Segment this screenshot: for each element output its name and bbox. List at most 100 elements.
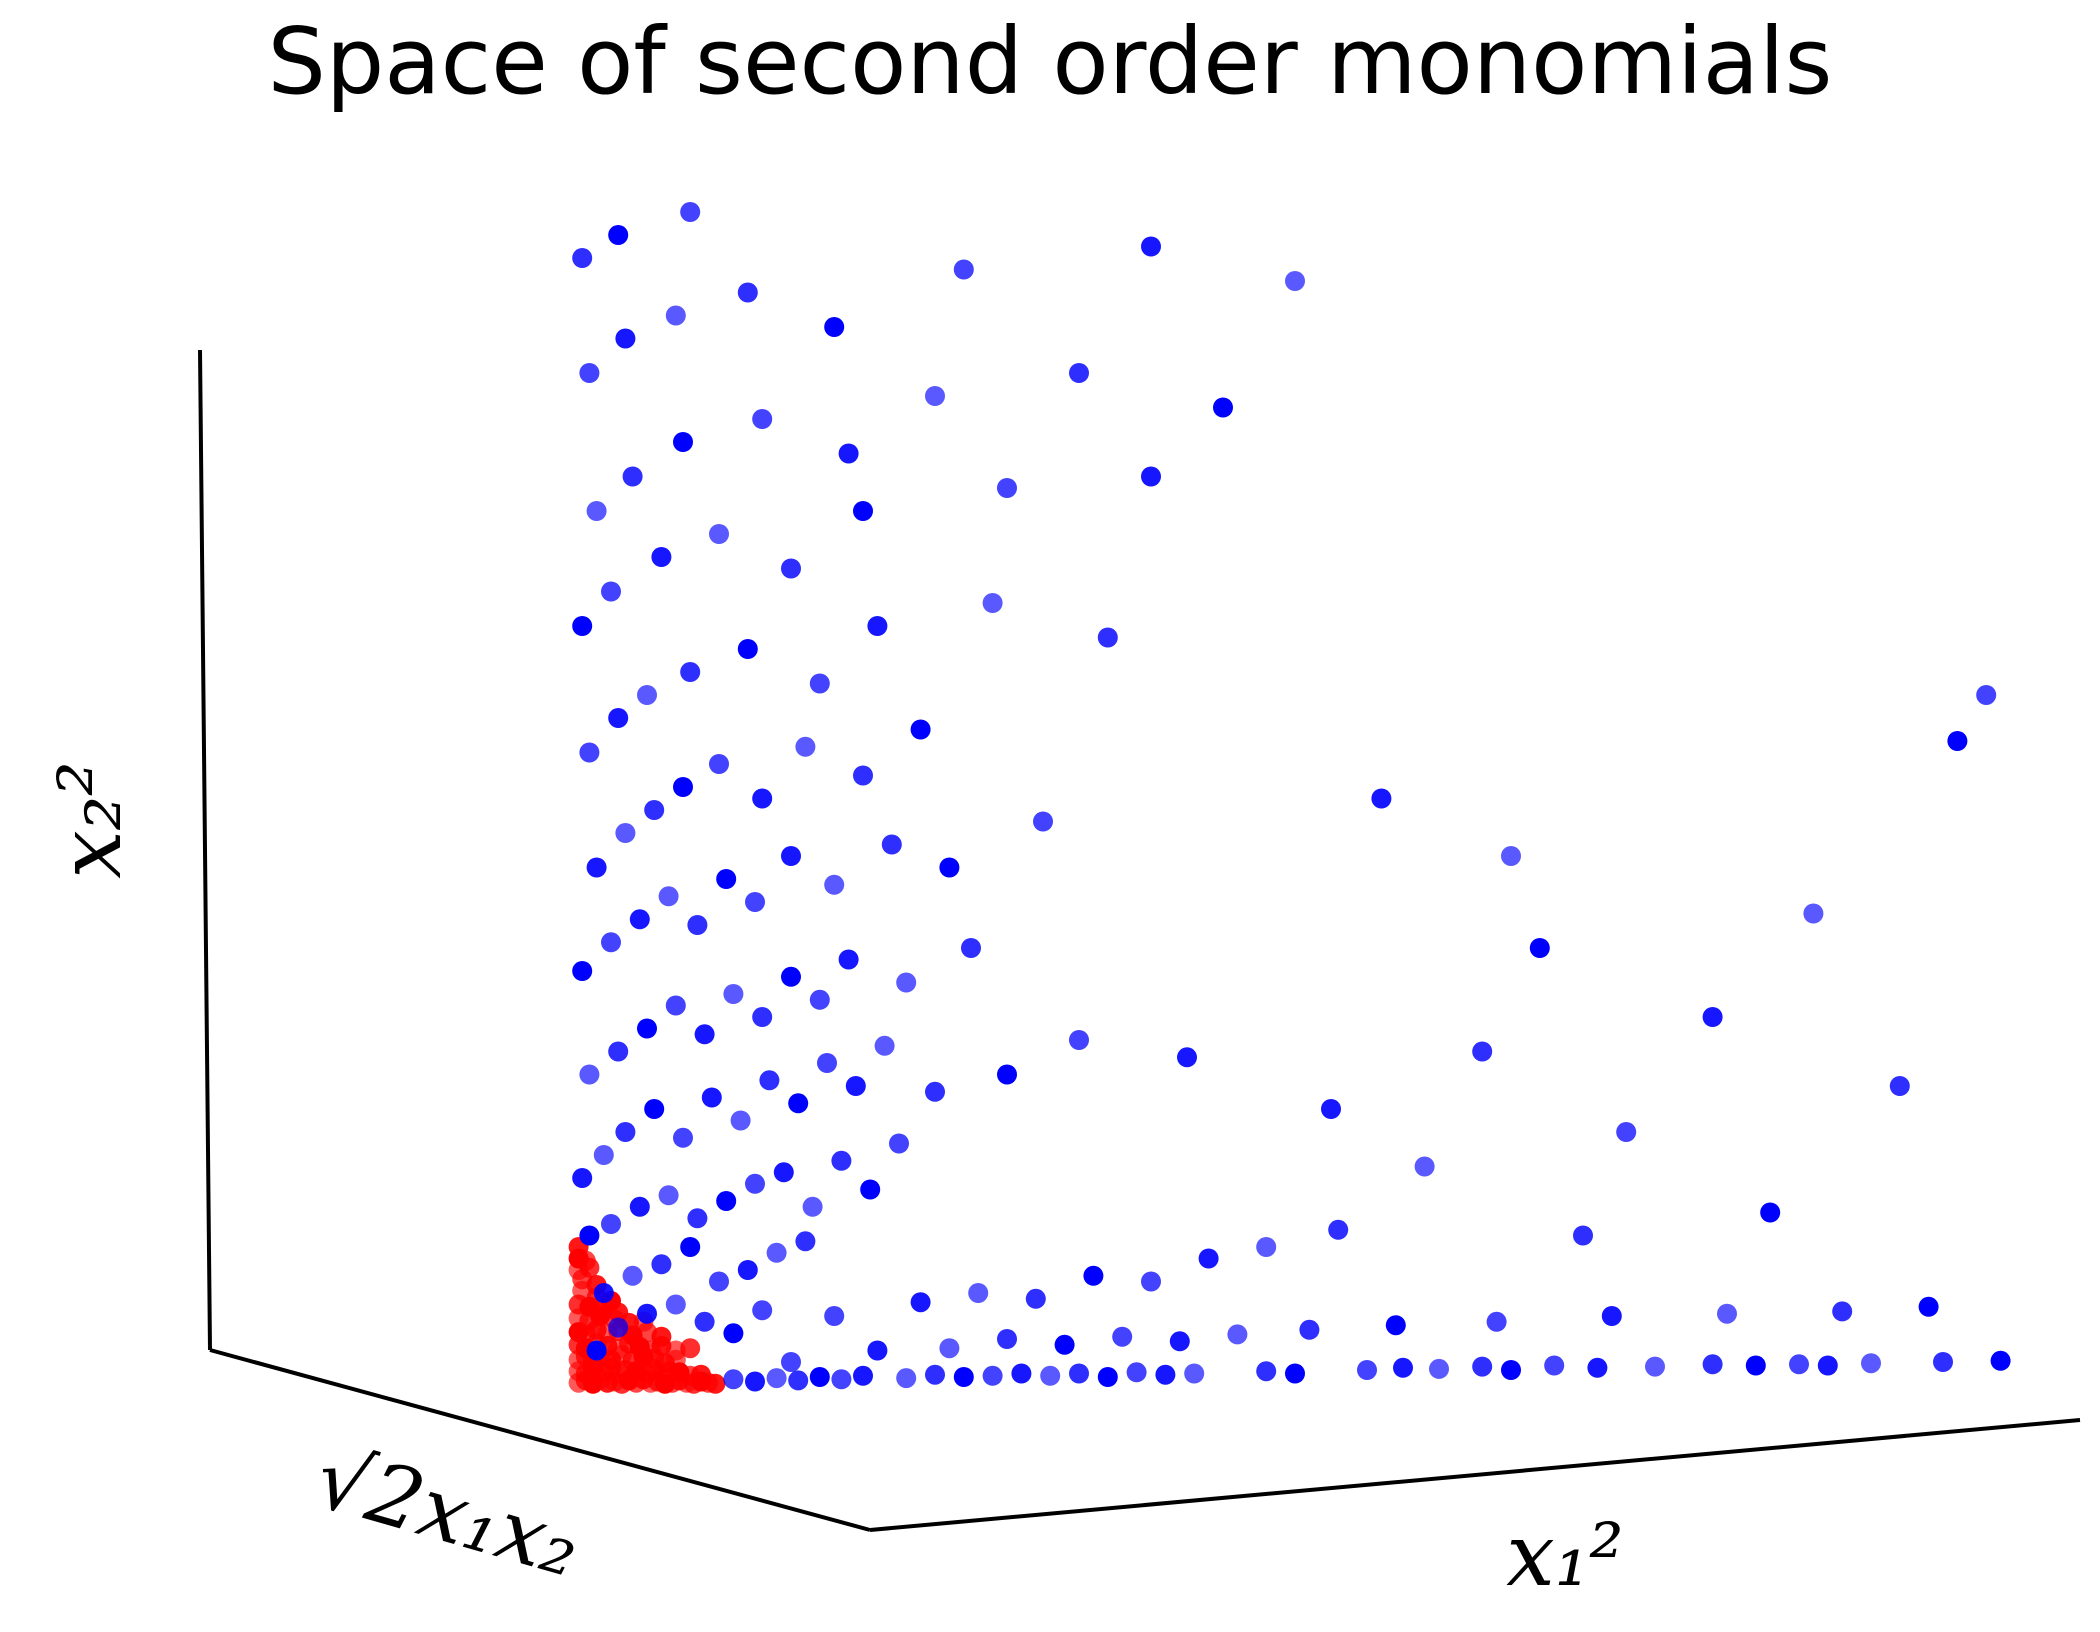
series-1-point [1155,1364,1176,1385]
series-1-point [1702,1007,1723,1027]
series-1-point [579,1064,600,1085]
series-1-point [1529,938,1550,958]
series-1-point [1429,1358,1449,1379]
series-1-point [773,1162,794,1183]
series-1-point [961,938,981,958]
series-1-point [831,1369,852,1390]
series-1-point [1472,1041,1493,1062]
series-1-point [1198,1248,1219,1269]
y-axis-label: √2x₁x₂ [305,1428,591,1596]
series-1-point [608,1317,629,1338]
series-1-point [737,639,758,659]
series-1-point [1472,1356,1493,1377]
series-1-point [788,1093,809,1114]
series-1-point [637,1303,657,1324]
series-1-point [845,1076,866,1096]
series-1-point [1177,1047,1197,1068]
series-1-point [867,1340,888,1361]
series-1-point [781,1352,801,1372]
series-1-point [651,547,672,567]
series-1-point [1501,1360,1521,1380]
series-1-point [1227,1324,1248,1345]
series-1-point [615,1122,636,1142]
series-1-point [1011,1363,1032,1384]
series-1-point [1832,1301,1853,1322]
series-1-point [637,1018,657,1039]
series-1-point [622,1265,643,1286]
series-1-point [745,1371,765,1392]
series-1-point [1414,1156,1435,1177]
series-1-point [745,892,765,912]
series-1-point [730,1110,751,1131]
series-1-point [997,478,1017,498]
series-1-point [968,1283,989,1303]
series-1-point [1760,1202,1781,1223]
series-1-point [1702,1354,1723,1375]
series-1-point [579,742,600,763]
series-1-point [867,616,888,636]
series-1-point [752,409,773,429]
series-1-point [1803,903,1824,924]
series-1-point [1393,1357,1413,1378]
series-1-point [716,1191,737,1211]
series-1-point [1616,1122,1637,1142]
series-1-point [1817,1355,1838,1376]
series-1-point [1213,397,1233,418]
series-1-point [1285,271,1305,291]
series-1-point [572,248,593,268]
series-1-point [1097,627,1118,648]
series-1-point [1501,846,1521,866]
series-1-point [1040,1365,1061,1386]
series-1-point [687,1208,708,1229]
series-1-point [781,558,801,579]
series-1-point [709,524,729,544]
series-0-point [651,1326,672,1347]
series-1-point [809,1367,830,1387]
series-1-point [723,1323,744,1344]
series-1-point [1141,1271,1161,1292]
series-0-point [705,1373,726,1394]
x-axis-line [869,1418,2081,1532]
series-1-point [651,1254,672,1275]
series-1-point [824,874,845,895]
series-1-point [939,1338,960,1359]
series-1-point [658,1185,679,1206]
series-1-point [694,1024,715,1045]
points-group [568,202,2011,1394]
series-1-point [1357,1360,1377,1380]
series-1-point [608,225,629,245]
series-1-point [831,1150,852,1171]
series-1-point [1861,1353,1881,1374]
series-1-point [1033,811,1053,832]
series-1-point [925,1081,945,1102]
series-1-point [615,823,636,843]
series-1-point [838,443,859,464]
series-1-point [644,1099,665,1119]
series-1-point [1745,1355,1766,1376]
series-1-point [802,1196,823,1217]
series-1-point [1069,1030,1089,1050]
x-axis-label: x₁² [1506,1506,1623,1606]
series-1-point [601,1214,621,1234]
series-1-point [658,886,679,907]
series-1-point [953,259,974,280]
series-1-point [572,616,593,636]
series-1-point [1126,1362,1147,1383]
series-1-point [586,857,607,878]
series-1-point [1645,1356,1665,1377]
series-1-point [817,1053,837,1073]
series-1-point [1990,1350,2011,1371]
series-0-point [691,1364,711,1385]
chart-title: Space of second order monomials [267,8,1833,115]
series-1-point [795,736,816,757]
series-1-point [601,581,621,602]
series-1-point [939,857,960,878]
series-1-point [910,1292,931,1313]
series-1-point [673,777,693,797]
series-1-point [745,1173,765,1194]
series-1-point [1976,685,1997,705]
series-1-point [874,1035,895,1056]
series-1-point [752,1300,773,1321]
series-1-point [1184,1363,1205,1384]
